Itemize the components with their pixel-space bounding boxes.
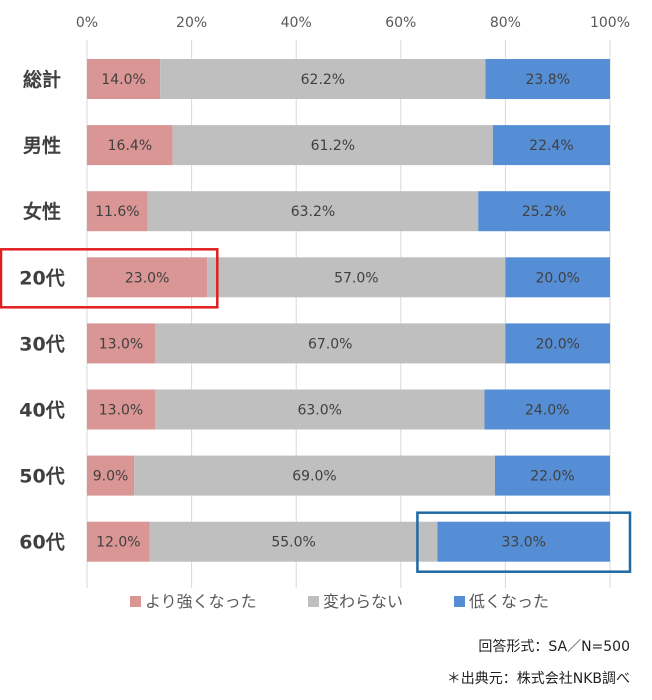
bar-segment xyxy=(87,455,135,496)
bar-segment xyxy=(485,59,610,99)
data-label: 67.0% xyxy=(308,336,352,352)
highlight-box xyxy=(416,511,632,573)
category-label: 女性 xyxy=(23,200,61,223)
data-label: 20.0% xyxy=(535,270,579,286)
category-label: 60代 xyxy=(19,532,64,554)
x-tick-label: 100% xyxy=(590,15,630,31)
category-label: 総計 xyxy=(23,68,61,91)
bar-segment xyxy=(87,521,150,562)
bar-segment xyxy=(505,257,610,298)
x-tick-label: 80% xyxy=(490,15,521,31)
response-format-note: 回答形式：SA／N=500 xyxy=(478,639,630,655)
bar-segment xyxy=(478,191,610,232)
bar-segment xyxy=(87,389,155,430)
bar-segment xyxy=(87,59,161,99)
data-label: 33.0% xyxy=(501,535,545,551)
category-label: 40代 xyxy=(19,400,64,422)
category-label: 男性 xyxy=(23,134,61,157)
bar-segment xyxy=(160,59,486,99)
legend-label: 低くなった xyxy=(469,592,549,611)
bar-segment xyxy=(154,389,485,430)
data-label: 11.6% xyxy=(95,204,139,220)
bar-segment xyxy=(134,455,495,496)
bar-segment xyxy=(484,389,610,430)
data-label: 9.0% xyxy=(93,469,129,485)
data-label: 63.0% xyxy=(297,403,341,419)
bar-segment xyxy=(154,323,506,364)
legend-swatch xyxy=(308,596,319,607)
bar-segment xyxy=(172,125,493,166)
source-note: ＊出典元：株式会社NKB調べ xyxy=(446,671,630,687)
data-label: 24.0% xyxy=(525,403,569,419)
data-label: 69.0% xyxy=(292,469,336,485)
category-label: 20代 xyxy=(19,267,64,289)
data-label: 62.2% xyxy=(301,72,345,88)
x-tick-label: 0% xyxy=(76,15,98,31)
data-label: 23.8% xyxy=(526,72,570,88)
data-label: 22.4% xyxy=(529,138,573,154)
legend-swatch xyxy=(130,596,141,607)
x-tick-label: 20% xyxy=(176,15,207,31)
data-label: 61.2% xyxy=(311,138,355,154)
bar-segment xyxy=(147,191,479,232)
legend-swatch xyxy=(454,596,465,607)
data-label: 20.0% xyxy=(535,336,579,352)
bar-segment xyxy=(505,323,610,364)
x-tick-label: 60% xyxy=(385,15,416,31)
bar-segment xyxy=(87,257,208,298)
category-label: 50代 xyxy=(19,466,64,488)
bar-segment xyxy=(87,191,148,232)
data-label: 14.0% xyxy=(101,72,145,88)
category-label: 30代 xyxy=(19,333,64,355)
data-label: 55.0% xyxy=(271,535,315,551)
highlight-box xyxy=(0,248,219,309)
data-label: 12.0% xyxy=(96,535,140,551)
bar-segment xyxy=(207,257,506,298)
data-label: 57.0% xyxy=(334,270,378,286)
bar-segment xyxy=(87,323,155,364)
bar-segment xyxy=(492,125,610,166)
data-label: 23.0% xyxy=(125,270,169,286)
legend-label: より強くなった xyxy=(145,592,257,611)
bar-segment xyxy=(149,521,438,562)
legend-label: 変わらない xyxy=(323,592,403,611)
data-label: 63.2% xyxy=(291,204,335,220)
bar-segment xyxy=(437,521,610,562)
bar-segment xyxy=(494,455,610,496)
data-label: 25.2% xyxy=(522,204,566,220)
bar-segment xyxy=(87,125,173,166)
data-label: 13.0% xyxy=(99,403,143,419)
data-label: 16.4% xyxy=(108,138,152,154)
data-label: 22.0% xyxy=(530,469,574,485)
x-tick-label: 40% xyxy=(281,15,312,31)
data-label: 13.0% xyxy=(99,336,143,352)
